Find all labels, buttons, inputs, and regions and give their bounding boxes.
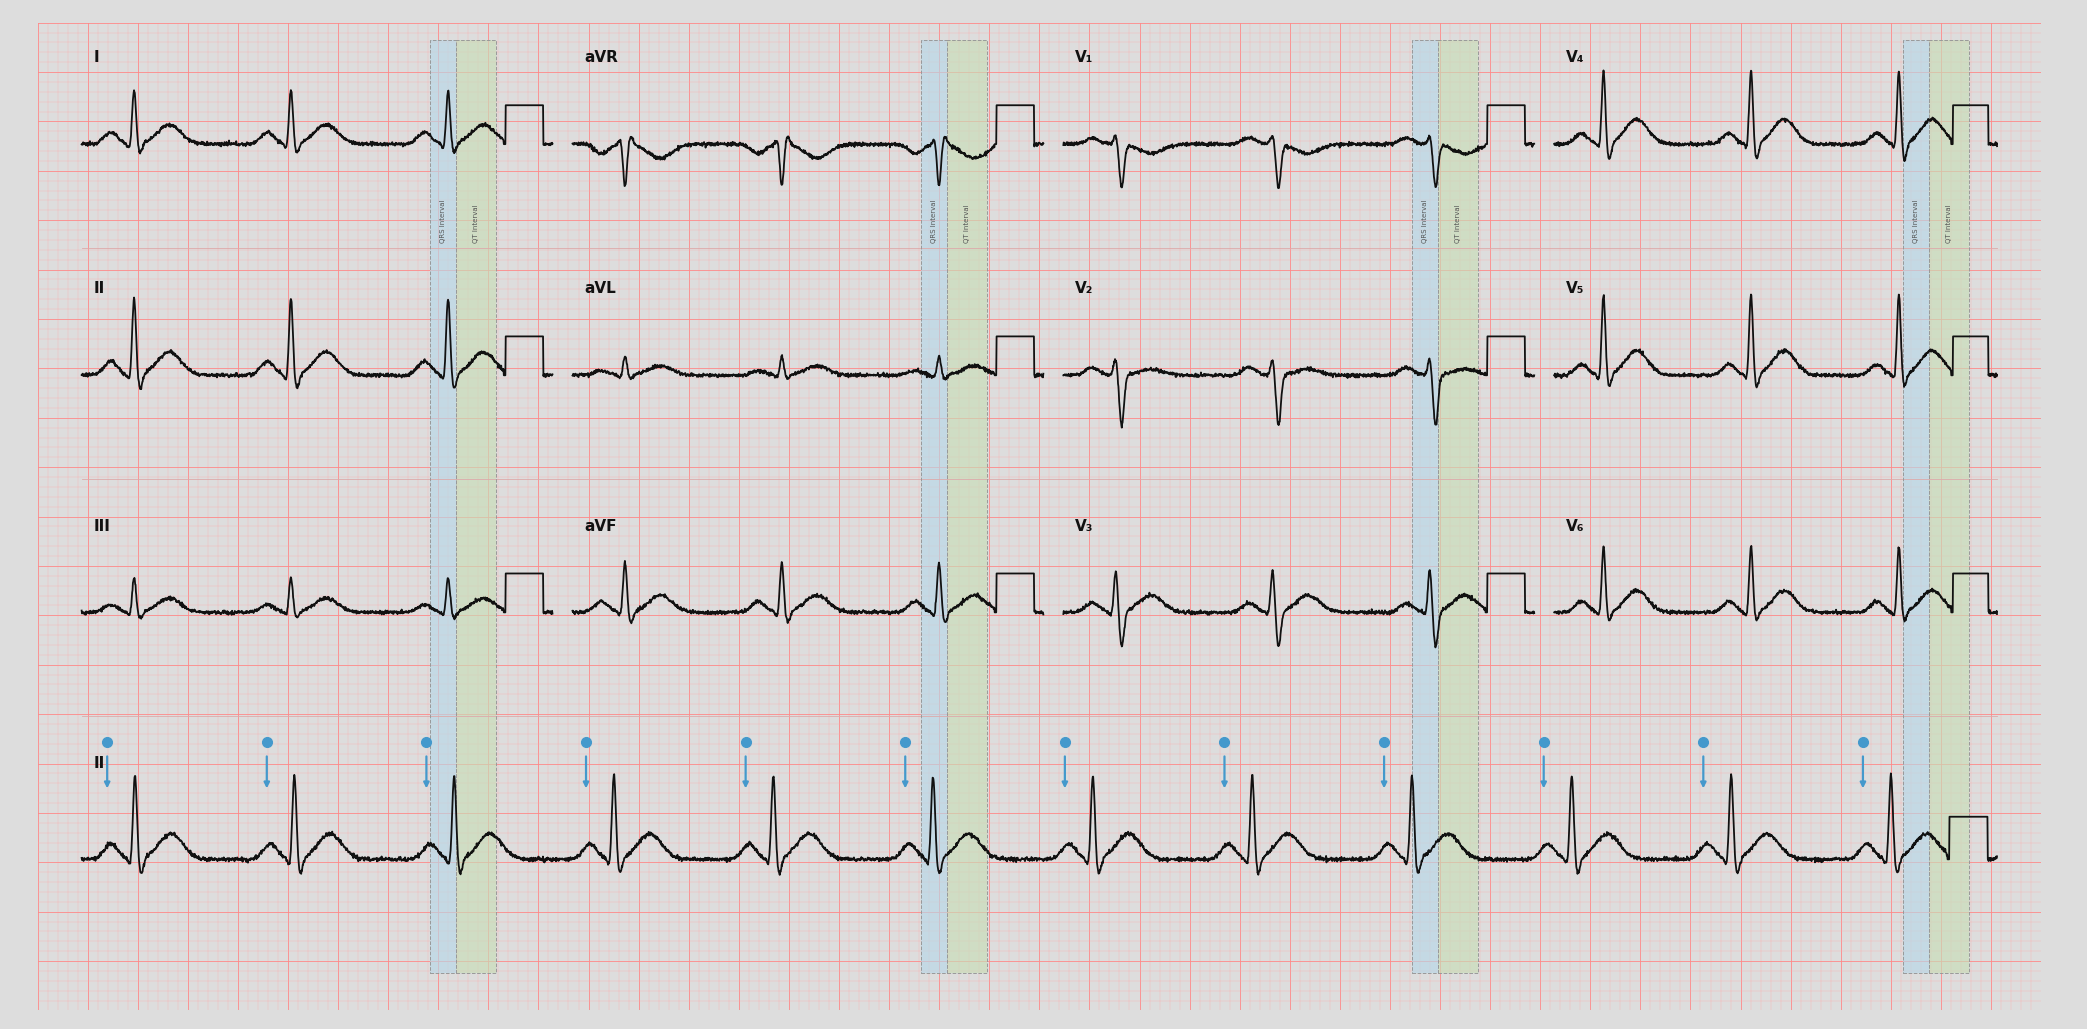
Text: QRS Interval: QRS Interval [440, 200, 447, 243]
Bar [1903, 40, 1928, 973]
Bar [1413, 40, 1438, 973]
Bar [430, 40, 457, 973]
Text: I: I [94, 50, 100, 65]
Text: aVF: aVF [584, 519, 618, 533]
Bar [430, 40, 457, 973]
Text: QT Interval: QT Interval [474, 205, 480, 243]
Bar [1438, 40, 1478, 973]
Text: V₁: V₁ [1075, 50, 1094, 65]
Text: V₄: V₄ [1565, 50, 1584, 65]
Bar [1438, 40, 1478, 973]
Bar [1413, 40, 1438, 973]
Bar [457, 40, 497, 973]
Bar [1928, 40, 1968, 973]
Text: V₅: V₅ [1565, 282, 1584, 296]
Bar [947, 40, 987, 973]
Text: QT Interval: QT Interval [1945, 205, 1951, 243]
Text: QRS Interval: QRS Interval [931, 200, 937, 243]
Text: V₃: V₃ [1075, 519, 1094, 533]
Text: QT Interval: QT Interval [1455, 205, 1461, 243]
Text: QRS Interval: QRS Interval [1421, 200, 1428, 243]
Bar [920, 40, 947, 973]
Text: II: II [94, 282, 104, 296]
Bar [457, 40, 497, 973]
Text: V₆: V₆ [1565, 519, 1584, 533]
Text: QT Interval: QT Interval [964, 205, 970, 243]
Text: aVL: aVL [584, 282, 616, 296]
Bar [1928, 40, 1968, 973]
Text: III: III [94, 519, 111, 533]
Bar [920, 40, 947, 973]
Text: V₂: V₂ [1075, 282, 1094, 296]
Text: aVR: aVR [584, 50, 618, 65]
Bar [947, 40, 987, 973]
Text: QRS Interval: QRS Interval [1914, 200, 1918, 243]
Bar [1903, 40, 1928, 973]
Text: II: II [94, 755, 104, 771]
